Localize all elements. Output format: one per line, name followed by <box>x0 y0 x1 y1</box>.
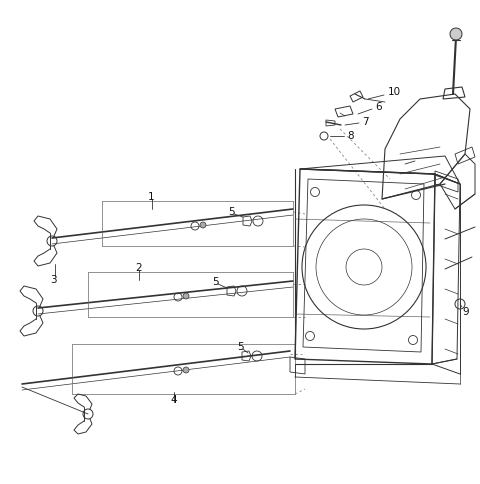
Circle shape <box>183 293 189 300</box>
Text: 10: 10 <box>388 87 401 97</box>
Text: 8: 8 <box>347 131 354 141</box>
Text: 5: 5 <box>212 276 218 287</box>
Text: 6: 6 <box>375 102 382 112</box>
Text: 5: 5 <box>228 207 235 216</box>
Circle shape <box>450 29 462 41</box>
Circle shape <box>183 367 189 373</box>
Text: 2: 2 <box>135 262 142 272</box>
Text: 7: 7 <box>362 117 369 127</box>
Text: 5: 5 <box>237 341 244 351</box>
Text: 1: 1 <box>148 192 155 201</box>
Text: 4: 4 <box>170 394 177 404</box>
Circle shape <box>200 223 206 228</box>
Text: 3: 3 <box>50 274 57 285</box>
Text: 9: 9 <box>462 306 468 317</box>
